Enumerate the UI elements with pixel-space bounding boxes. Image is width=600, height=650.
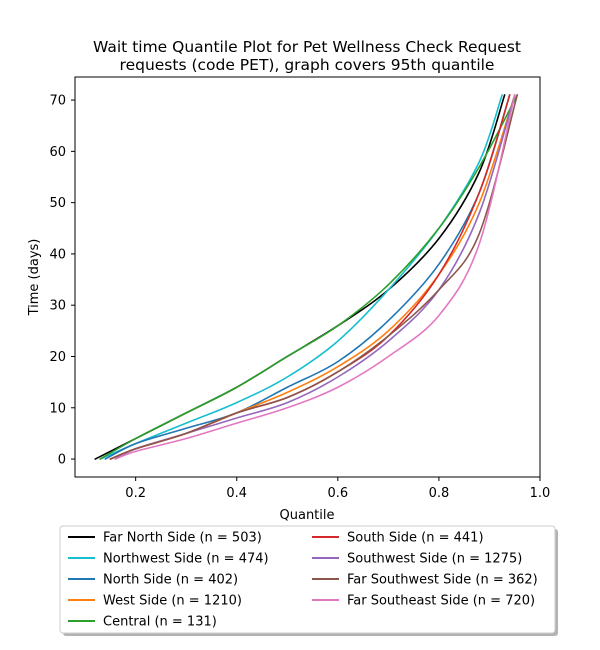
x-tick-label: 0.2	[125, 486, 146, 501]
chart-title-line-1: Wait time Quantile Plot for Pet Wellness…	[93, 38, 521, 56]
legend-label-central: Central (n = 131)	[103, 615, 217, 630]
y-tick-label: 10	[49, 401, 66, 416]
x-tick-label: 1.0	[530, 486, 551, 501]
series-line-north-side	[104, 94, 511, 460]
series-line-west-side	[109, 94, 516, 460]
series-line-southwest-side	[114, 94, 516, 460]
y-tick-label: 70	[49, 94, 66, 109]
y-axis-label: Time (days)	[27, 239, 42, 317]
legend-box	[59, 525, 556, 634]
x-axis-label: Quantile	[280, 508, 335, 523]
legend-label-north-side: North Side (n = 402)	[103, 573, 238, 588]
plot-frame	[74, 76, 541, 478]
legend-label-far-north-side: Far North Side (n = 503)	[103, 531, 262, 546]
x-axis: 0.2 0.4 0.6 0.8 1.0	[125, 477, 550, 501]
y-tick-label: 20	[49, 350, 66, 365]
y-tick-label: 50	[49, 196, 66, 211]
legend-label-far-southwest-side: Far Southwest Side (n = 362)	[347, 573, 538, 588]
series-line-central	[99, 94, 519, 460]
y-tick-label: 40	[49, 247, 66, 262]
series-line-far-southwest-side	[109, 94, 519, 460]
chart-title-line-2: requests (code PET), graph covers 95th q…	[120, 56, 495, 74]
legend: Far North Side (n = 503) Northwest Side (…	[59, 525, 558, 636]
series-layer	[94, 94, 519, 460]
series-line-far-north-side	[94, 94, 506, 460]
x-tick-label: 0.8	[429, 486, 450, 501]
series-line-northwest-side	[99, 94, 503, 460]
x-tick-label: 0.6	[327, 486, 348, 501]
legend-label-southwest-side: Southwest Side (n = 1275)	[347, 552, 522, 567]
legend-label-west-side: West Side (n = 1210)	[103, 594, 242, 609]
series-line-south-side	[109, 94, 511, 460]
legend-label-south-side: South Side (n = 441)	[347, 531, 484, 546]
y-tick-label: 60	[49, 145, 66, 160]
y-tick-label: 0	[58, 453, 66, 468]
x-tick-label: 0.4	[226, 486, 247, 501]
legend-label-northwest-side: Northwest Side (n = 474)	[103, 552, 269, 567]
series-line-far-southeast-side	[114, 94, 516, 460]
legend-items: Far North Side (n = 503) Northwest Side (…	[68, 531, 538, 630]
legend-label-far-southeast-side: Far Southeast Side (n = 720)	[347, 594, 535, 609]
y-axis: 0 10 20 30 40 50 60 70	[49, 94, 75, 468]
y-tick-label: 30	[49, 299, 66, 314]
